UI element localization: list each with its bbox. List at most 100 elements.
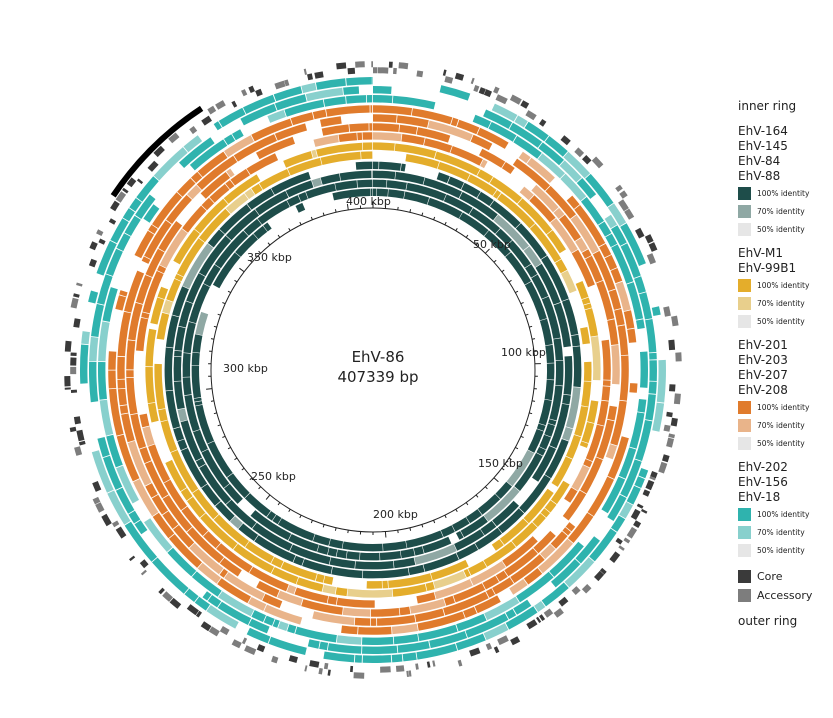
ring-segment <box>483 109 513 129</box>
ring-segment <box>517 198 553 235</box>
axis-tick <box>455 227 458 231</box>
swatch-50 <box>738 222 751 236</box>
ring-segment <box>230 516 243 529</box>
ring-segment <box>166 194 192 224</box>
ring-segment <box>434 151 480 176</box>
ring-segment <box>196 155 238 190</box>
ring-segment <box>238 523 259 541</box>
legend-strain: EhV-M1 <box>738 246 784 260</box>
ring-segment <box>278 621 289 631</box>
ring-segment <box>366 581 383 589</box>
ring-segment <box>283 151 313 168</box>
ring-segment <box>532 446 557 482</box>
ring-segment <box>244 493 271 517</box>
ring-segment <box>405 530 444 549</box>
ring-segment <box>574 205 606 247</box>
ring-segment <box>255 190 289 216</box>
ring-segment <box>459 212 489 236</box>
gene-marker <box>673 393 681 405</box>
ring-segment <box>607 319 619 345</box>
ring-segment <box>323 651 355 663</box>
gene-marker <box>126 177 137 188</box>
ring-segment <box>97 437 110 458</box>
ring-segment <box>213 121 222 131</box>
ring-segment <box>157 265 167 274</box>
ring-segment <box>263 222 272 232</box>
ring-segment <box>88 290 99 304</box>
ring-segment <box>599 243 612 258</box>
ring-segment <box>370 188 373 196</box>
ring-segment <box>290 112 314 126</box>
legend-strain: EhV-88 <box>738 169 781 183</box>
ring-segment <box>499 518 529 545</box>
legend-swatch-row: 50% identity <box>738 541 830 559</box>
ring-segment <box>361 151 373 160</box>
axis-tick <box>288 227 291 231</box>
axis-tick <box>334 527 337 531</box>
gene-marker <box>526 619 538 630</box>
ring-segment <box>320 173 341 185</box>
gene-marker <box>642 489 651 497</box>
ring-segment <box>99 399 114 436</box>
ring-segment <box>617 325 629 356</box>
ring-segment <box>200 513 238 550</box>
swatch-50 <box>738 543 751 557</box>
center-genome-length: 407339 bp <box>337 368 418 386</box>
ring-segment <box>182 377 192 396</box>
legend-strain: EhV-145 <box>738 139 788 153</box>
ring-segment <box>386 180 407 190</box>
ring-segment <box>321 124 350 136</box>
ring-segment <box>583 303 592 310</box>
ring-segment <box>396 115 429 128</box>
ring-segment <box>323 96 346 107</box>
axis-tick <box>206 388 213 390</box>
ring-segment <box>555 360 564 386</box>
ring-segment <box>541 296 561 339</box>
ring-segment <box>637 399 647 413</box>
tick-label-100kbp: 100 kbp <box>501 346 546 359</box>
ring-segment <box>214 230 249 269</box>
ring-segment <box>268 636 307 655</box>
ring-segment <box>388 189 405 199</box>
legend-swatch-row: 70% identity <box>738 202 830 220</box>
axis-tick <box>515 290 519 294</box>
ring-segment <box>286 195 301 207</box>
ring-segment <box>98 321 110 362</box>
ring-segment <box>584 308 598 337</box>
ring-segment <box>405 154 440 169</box>
ring-segment <box>467 174 497 196</box>
ring-segment <box>505 608 517 620</box>
ring-segment <box>583 459 593 468</box>
ring-segment <box>546 230 566 254</box>
ring-segment <box>581 297 591 305</box>
ring-segment <box>142 270 164 314</box>
ring-segment <box>278 518 315 541</box>
ring-segment <box>607 436 629 479</box>
axis-tick <box>520 302 524 305</box>
gene-marker <box>70 366 77 375</box>
axis-tick <box>234 279 238 283</box>
ring-segment <box>357 179 373 188</box>
tick-label-200kbp: 200 kbp <box>373 508 418 521</box>
ring-segment <box>157 286 169 300</box>
ring-segment <box>117 311 132 357</box>
ring-segment <box>605 233 618 248</box>
gene-marker <box>539 119 547 127</box>
axis-tick <box>397 206 399 210</box>
ring-segment <box>610 268 623 284</box>
legend-swatch-row: 100% identity <box>738 276 830 294</box>
ring-segment <box>295 202 306 213</box>
ring-segment <box>224 483 243 504</box>
gene-marker <box>256 644 266 653</box>
axis-tick <box>249 259 253 263</box>
ring-segment <box>172 286 189 317</box>
ring-segment <box>618 447 637 479</box>
swatch-label: 70% identity <box>757 298 805 308</box>
ring-segment <box>192 489 219 520</box>
ring-segment <box>513 599 532 615</box>
ring-segment <box>312 109 327 120</box>
gene-marker <box>110 200 120 212</box>
tick-label-300kbp: 300 kbp <box>223 362 268 375</box>
tick-label-250kbp: 250 kbp <box>251 470 296 483</box>
ring-segment <box>560 173 587 201</box>
